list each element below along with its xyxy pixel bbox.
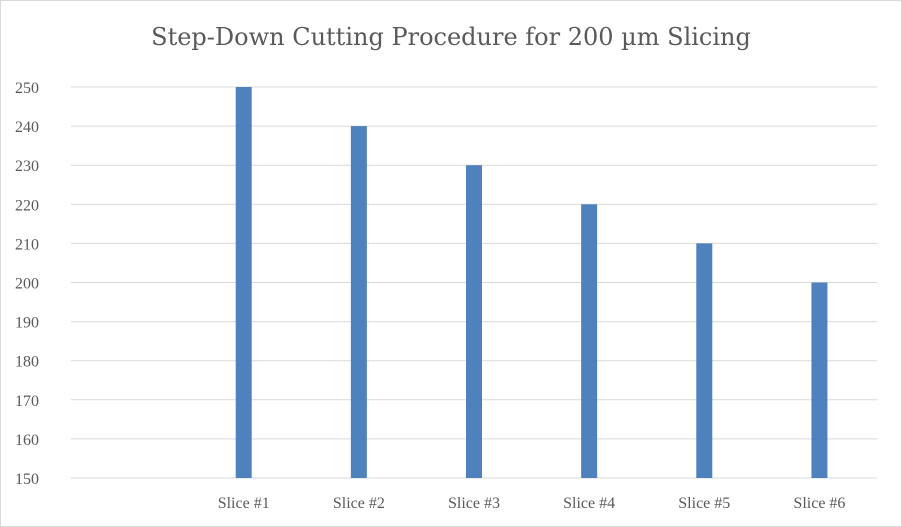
bar	[466, 165, 482, 478]
chart-title: Step-Down Cutting Procedure for 200 µm S…	[151, 23, 751, 51]
bar	[350, 126, 367, 478]
y-tick-label: 230	[15, 158, 39, 175]
y-tick-label: 210	[15, 236, 39, 253]
x-tick-label: Slice #3	[448, 495, 500, 512]
x-tick-label: Slice #5	[678, 495, 730, 512]
y-tick-label: 200	[15, 276, 39, 293]
bar	[811, 282, 828, 478]
y-tick-label: 160	[15, 432, 39, 449]
y-tick-label: 150	[15, 471, 39, 488]
y-tick-label: 180	[15, 354, 39, 371]
y-tick-label: 250	[15, 80, 39, 97]
x-tick-label: Slice #6	[793, 495, 845, 512]
y-tick-label: 170	[15, 393, 39, 410]
y-tick-label: 240	[15, 119, 39, 136]
bar	[235, 87, 252, 478]
x-tick-label: Slice #1	[218, 495, 270, 512]
y-tick-label: 190	[15, 315, 39, 332]
x-tick-label: Slice #4	[563, 495, 615, 512]
x-tick-label: Slice #2	[333, 495, 385, 512]
bar	[581, 204, 598, 479]
y-tick-label: 220	[15, 197, 39, 214]
bar	[696, 243, 713, 478]
